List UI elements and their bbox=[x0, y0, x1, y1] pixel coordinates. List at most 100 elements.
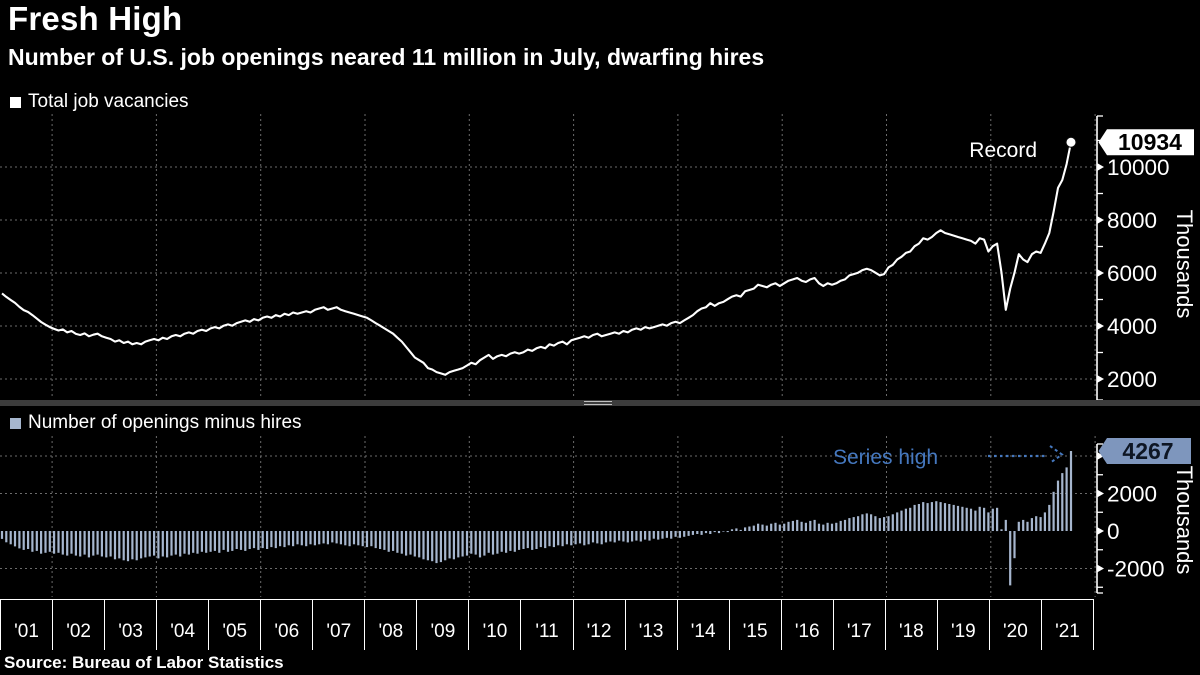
bar bbox=[1056, 480, 1060, 531]
bar bbox=[639, 531, 642, 542]
bar bbox=[374, 531, 377, 549]
bar bbox=[735, 528, 738, 531]
divider-grip-icon[interactable] bbox=[584, 401, 612, 405]
bar bbox=[322, 531, 325, 544]
bar bbox=[900, 510, 903, 531]
bar bbox=[896, 512, 899, 531]
bar bbox=[348, 531, 351, 547]
bar bbox=[13, 531, 17, 547]
bar bbox=[544, 531, 547, 549]
panel-resize-divider[interactable] bbox=[0, 400, 1200, 406]
bar bbox=[922, 502, 925, 531]
bar bbox=[170, 531, 173, 556]
bar bbox=[848, 518, 851, 531]
bar bbox=[483, 531, 486, 556]
bar bbox=[939, 502, 942, 531]
bar bbox=[830, 523, 834, 531]
bar bbox=[444, 531, 447, 561]
bar bbox=[961, 506, 964, 531]
bar bbox=[305, 531, 308, 547]
bar bbox=[370, 531, 373, 547]
bar bbox=[426, 531, 429, 561]
bar bbox=[448, 531, 451, 559]
bar bbox=[717, 531, 721, 534]
bar bbox=[292, 531, 295, 547]
bar bbox=[774, 522, 777, 532]
bar bbox=[1013, 531, 1016, 559]
bar bbox=[66, 531, 69, 556]
bar bbox=[917, 504, 920, 531]
y-axis-major-tick bbox=[1097, 269, 1104, 277]
bar bbox=[513, 531, 516, 552]
bar bbox=[683, 531, 686, 537]
bar bbox=[935, 501, 938, 531]
bar bbox=[565, 531, 568, 545]
bar bbox=[657, 531, 660, 540]
bar bbox=[796, 519, 799, 531]
bar bbox=[991, 508, 994, 531]
chart-subtitle: Number of U.S. job openings neared 11 mi… bbox=[8, 44, 765, 70]
bar bbox=[126, 531, 130, 562]
bar bbox=[87, 531, 90, 558]
bar bbox=[487, 531, 490, 553]
bar bbox=[739, 529, 742, 531]
bar bbox=[435, 531, 438, 564]
x-axis-year-label: '11 bbox=[521, 600, 574, 650]
bar bbox=[283, 531, 286, 548]
bar bbox=[396, 531, 399, 553]
bar bbox=[648, 531, 651, 541]
bar bbox=[965, 507, 968, 532]
bar bbox=[452, 531, 455, 560]
y-axis-tick-label: 6000 bbox=[1107, 261, 1157, 286]
bar bbox=[179, 531, 182, 557]
bar bbox=[704, 531, 708, 534]
bar bbox=[622, 531, 625, 542]
bar bbox=[956, 505, 960, 531]
bar bbox=[857, 516, 860, 531]
bar bbox=[213, 531, 216, 551]
bar bbox=[948, 504, 951, 531]
bar bbox=[722, 531, 725, 532]
bar bbox=[153, 531, 156, 556]
bar bbox=[865, 513, 868, 531]
bar bbox=[700, 531, 703, 535]
x-axis-year-label: '17 bbox=[834, 600, 886, 650]
x-axis-year-label: '21 bbox=[1042, 600, 1094, 650]
bar bbox=[74, 531, 77, 556]
bar bbox=[113, 531, 117, 560]
bar bbox=[318, 531, 321, 545]
bar bbox=[418, 531, 421, 558]
bar bbox=[1039, 517, 1042, 531]
bar bbox=[44, 531, 47, 553]
bar bbox=[952, 504, 955, 531]
bar bbox=[974, 510, 977, 531]
bar bbox=[826, 522, 829, 532]
bar bbox=[822, 524, 825, 531]
y-axis-title-bottom: Thousands bbox=[1172, 466, 1197, 575]
bar bbox=[266, 531, 269, 549]
bar bbox=[1009, 531, 1012, 586]
value-flag-top bbox=[1098, 129, 1194, 156]
bar bbox=[131, 531, 134, 560]
x-axis-year-label: '01 bbox=[0, 600, 54, 650]
bar bbox=[157, 531, 160, 559]
bar bbox=[257, 531, 260, 550]
y-axis-tick-label: 4000 bbox=[1107, 314, 1157, 339]
y-axis-major-tick bbox=[1097, 216, 1104, 224]
bar bbox=[309, 531, 312, 545]
bar bbox=[509, 531, 512, 551]
legend-total-job-vacancies: Total job vacancies bbox=[10, 91, 189, 113]
bar bbox=[174, 531, 177, 555]
bar bbox=[674, 531, 677, 537]
series-high-annotation: Series high bbox=[833, 446, 938, 469]
x-axis-year-label: '05 bbox=[209, 600, 262, 650]
bar bbox=[100, 531, 103, 557]
y-axis-major-tick bbox=[1097, 564, 1104, 573]
y-axis-title-top: Thousands bbox=[1172, 210, 1197, 319]
bar bbox=[604, 531, 608, 543]
x-axis-year-label: '04 bbox=[157, 600, 210, 650]
bar bbox=[1035, 516, 1038, 531]
bar bbox=[644, 531, 647, 540]
bar bbox=[748, 526, 751, 531]
bar bbox=[144, 531, 147, 558]
